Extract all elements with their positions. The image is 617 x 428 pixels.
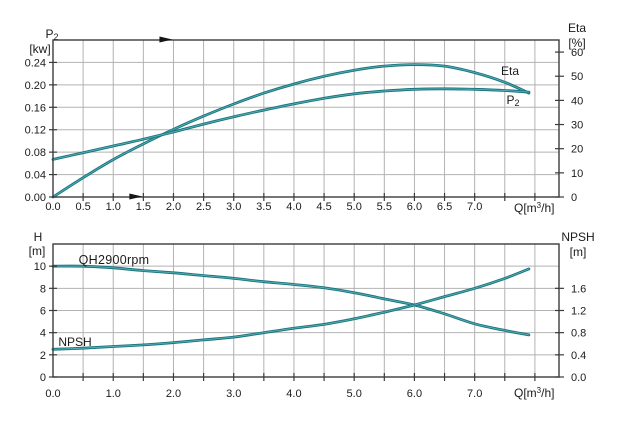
x-tick-label: 4.0 [286,388,301,400]
eta-axis-title: Eta [568,21,586,35]
y-left-tick-label: 8 [40,283,46,295]
x-tick-label: 5.5 [377,201,392,213]
x-tick-label: 4.0 [286,201,301,213]
npsh-axis-title: NPSH [561,230,594,244]
curve-highlight-QH2900rpm [52,265,530,336]
x-tick-label: 1.0 [106,201,121,213]
p2-curve-label: P2 [506,93,519,108]
x-tick-label: 4.5 [316,201,331,213]
y-left-tick-label: 0.20 [25,80,46,92]
y-right-tick-label: 50 [571,71,583,83]
x-tick-label: 5.0 [347,388,362,400]
x-tick-label: 5.0 [347,201,362,213]
x-tick-label: 2.5 [196,201,211,213]
duty-marker-top [159,36,173,43]
curve-NPSH [51,267,531,351]
plot-frame [52,39,560,198]
x-tick-label: 6.5 [437,201,452,213]
x-tick-label: 3.0 [226,201,241,213]
y-left-tick-label: 0.12 [25,125,46,137]
y-left-tick-label: 0.04 [25,170,46,182]
x-tick-label: 3.0 [226,388,241,400]
x-tick-label: 0.0 [45,201,60,213]
curve-highlight-P2 [52,88,530,160]
x-tick-label: 0.5 [75,201,90,213]
top-x-axis-title: Q[m3/h] [514,201,554,215]
y-right-tick-label: 0.4 [571,350,586,362]
npsh-curve-label: NPSH [58,335,91,349]
y-right-tick-label: 1.2 [571,306,586,318]
x-tick-label: 7.0 [467,388,482,400]
y-right-tick-label: 1.6 [571,283,586,295]
x-tick-label: 2.0 [166,388,181,400]
p2-axis-title: P2 [45,27,58,42]
y-left-tick-label: 0.24 [25,57,46,69]
y-left-tick-label: 0.00 [25,192,46,204]
h-axis-title: H [34,230,43,244]
y-left-tick-label: 0 [40,372,46,384]
eta-axis-unit: [%] [568,36,585,50]
h-axis-unit: [m] [29,244,46,258]
x-tick-label: 6.0 [407,201,422,213]
y-right-tick-label: 0 [571,192,577,204]
npsh-axis-unit: [m] [570,245,587,259]
p2-axis-unit: [kw] [29,42,50,56]
x-tick-label: 3.5 [256,201,271,213]
x-tick-label: 1.5 [136,201,151,213]
x-tick-label: 6.0 [407,388,422,400]
y-right-tick-label: 40 [571,95,583,107]
x-tick-label: 0.0 [45,388,60,400]
bottom-x-axis-title: Q[m3/h] [514,386,554,400]
curve-highlight-NPSH [52,268,530,350]
duty-marker-bottom [129,193,143,200]
curve-QH2900rpm [51,264,531,337]
y-left-tick-label: 6 [40,306,46,318]
x-tick-label: 7.0 [467,201,482,213]
y-left-tick-label: 4 [40,328,46,340]
y-right-tick-label: 10 [571,168,583,180]
curve-P2 [51,87,531,161]
curve-highlight-Eta [52,64,530,198]
x-tick-label: 2.0 [166,201,181,213]
y-left-tick-label: 10 [34,261,46,273]
y-right-tick-label: 0.0 [571,372,586,384]
eta-curve-label: Eta [501,64,519,78]
bottom-chart-h-npsh: 0.0 1.0 2.0 3.0 4.0 5.0 6.0 7.0 0 2 4 6 8 10 0.0 0.4 0.8… [34,243,586,400]
y-right-tick-label: 20 [571,144,583,156]
y-right-tick-label: 60 [571,47,583,59]
y-left-tick-label: 0.08 [25,147,46,159]
y-left-tick-label: 0.16 [25,102,46,114]
top-chart-p2-eta: 0.0 0.5 1.0 1.5 2.0 2.5 3.0 3.5 4.0 4.5 5.0 5.5 6.0 6… [25,36,583,213]
y-right-tick-label: 30 [571,120,583,132]
y-left-tick-label: 2 [40,350,46,362]
qh-curve-label: QH2900rpm [79,253,150,267]
y-right-tick-label: 0.8 [571,328,586,340]
x-tick-label: 1.0 [106,388,121,400]
